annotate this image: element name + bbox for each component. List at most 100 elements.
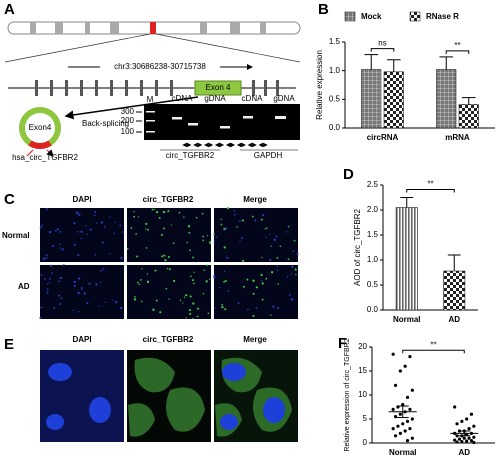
y-tick-label: 1.5 [329, 37, 341, 46]
primer-glyphs: ◀▶ ◀▶ ◀▶ ◀▶ ◀▶ ◀▶ ◀▶ ◀▶ [182, 143, 268, 149]
micrograph [214, 208, 298, 262]
point [453, 438, 457, 442]
speckle [151, 208, 154, 211]
speckle [290, 298, 294, 301]
speckle [185, 317, 187, 319]
micrograph [127, 208, 211, 262]
point [410, 436, 414, 440]
speckle [192, 279, 195, 282]
speckle [293, 240, 296, 242]
speckle [207, 312, 210, 314]
speckle [114, 221, 116, 223]
speckle [77, 254, 80, 257]
speckle [109, 252, 111, 255]
speckle [242, 259, 245, 262]
speckle [247, 308, 249, 311]
speckle [154, 208, 156, 211]
speckle [227, 290, 230, 293]
point [401, 422, 405, 426]
speckle [146, 280, 150, 283]
speckle [269, 258, 272, 262]
speckle [193, 271, 195, 273]
speckle [39, 226, 42, 229]
speckle [119, 224, 122, 227]
speckle [48, 282, 51, 284]
speckle [183, 216, 185, 218]
size-label: 100 [121, 127, 135, 136]
speckle [100, 269, 103, 272]
error-bar [364, 54, 379, 70]
speckle [133, 210, 135, 213]
speckle [58, 280, 61, 283]
column-header: circ_TGFBR2 [143, 195, 194, 204]
speckle [286, 276, 289, 278]
circle-exon: Exon4 [29, 123, 52, 132]
speckle [135, 232, 138, 235]
y-tick-label: 20 [358, 342, 367, 351]
speckle [98, 305, 100, 308]
speckle [254, 219, 257, 222]
speckle [202, 235, 204, 238]
speckle [220, 223, 223, 226]
speckle [187, 225, 191, 228]
legend-swatch [344, 11, 356, 22]
speckle [220, 218, 222, 221]
speckle [145, 222, 148, 226]
point [398, 369, 402, 373]
speckle [293, 239, 295, 241]
y-tick-label: 1.0 [329, 66, 341, 75]
speckle [94, 254, 97, 256]
speckle [287, 225, 290, 228]
speckle [290, 273, 293, 275]
speckle [202, 292, 205, 295]
point [455, 422, 459, 426]
point [393, 383, 398, 387]
speckle [190, 275, 192, 278]
speckle [226, 256, 229, 259]
speckle [95, 222, 98, 224]
speckle [160, 233, 163, 236]
speckle [85, 225, 87, 227]
speckle [49, 277, 51, 280]
speckle [223, 280, 225, 283]
speckle [73, 222, 76, 225]
speckle [224, 227, 228, 230]
speckle [255, 286, 258, 289]
speckle [192, 302, 195, 305]
speckle [45, 257, 48, 259]
speckle [188, 231, 191, 234]
column-header: Merge [243, 335, 267, 344]
speckle [80, 286, 83, 289]
speckle [59, 247, 61, 249]
speckle [86, 302, 89, 305]
sig-label: ** [427, 180, 433, 189]
exon4-box [194, 80, 242, 96]
point [403, 429, 407, 433]
speckle [266, 227, 268, 229]
speckle [213, 233, 215, 236]
speckle [223, 270, 226, 273]
speckle [193, 282, 195, 285]
speckle [276, 269, 279, 271]
point [405, 395, 410, 399]
x-tick-label: mRNA [445, 133, 470, 142]
legend-swatch [409, 11, 421, 22]
speckle [268, 233, 271, 236]
column-header: DAPI [72, 335, 91, 344]
y-axis-label: Relative expression of circ_TGFBR2 [344, 338, 351, 451]
point [405, 419, 410, 423]
speckle [264, 228, 266, 230]
error-bar [461, 97, 476, 105]
speckle [46, 283, 49, 285]
speckle [77, 230, 79, 233]
speckle [179, 299, 182, 302]
speckle [73, 284, 76, 287]
point [462, 436, 466, 440]
speckle [203, 269, 205, 271]
point [472, 440, 476, 445]
lane-label: gDNA [204, 94, 226, 103]
panel-a: A chr3:30686238-30715738 Exon 4 Exon4 Ba… [4, 1, 301, 162]
bar [383, 71, 404, 129]
point [465, 439, 469, 443]
